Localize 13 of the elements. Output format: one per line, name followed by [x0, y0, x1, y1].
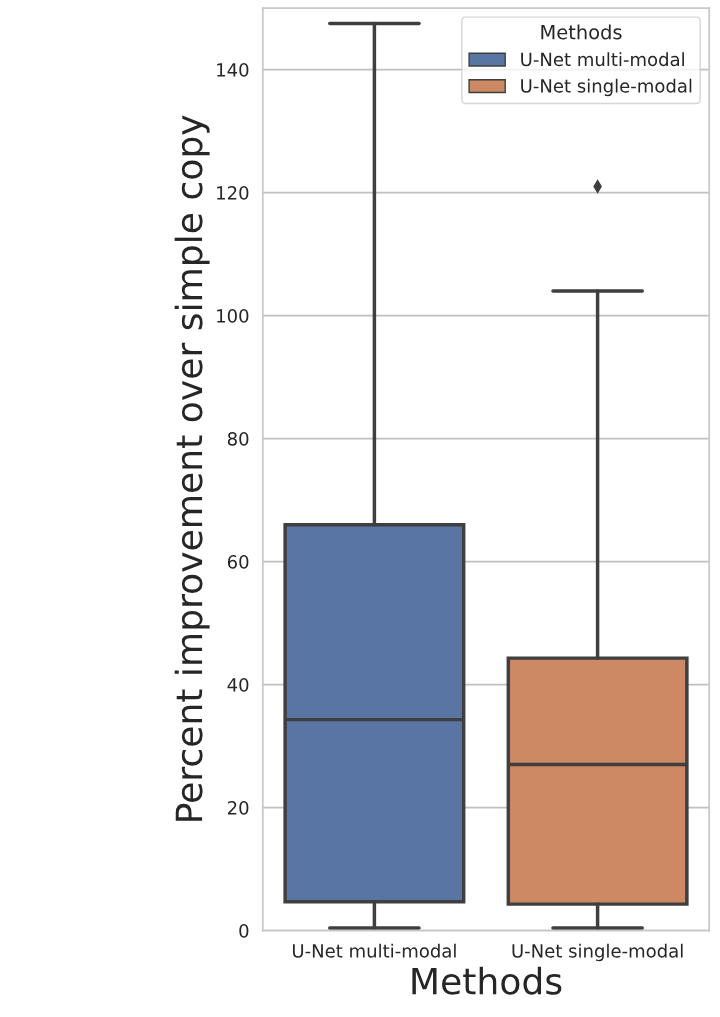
- y-tick-label: 140: [217, 63, 249, 77]
- y-tick-label: 120: [217, 186, 249, 200]
- y-tick-label: 60: [227, 555, 249, 569]
- y-axis-title: Percent improvement over simple copy: [174, 115, 210, 821]
- legend-label: U-Net single-modal: [521, 78, 692, 97]
- legend-title: Methods: [541, 24, 622, 40]
- x-axis-title: Methods: [412, 966, 562, 995]
- y-tick-label: 80: [227, 432, 249, 446]
- y-tick-label: 0: [239, 924, 249, 938]
- legend-label: U-Net multi-modal: [521, 52, 684, 67]
- y-tick-label: 20: [227, 801, 249, 815]
- y-tick-label: 40: [227, 678, 249, 692]
- y-tick-label: 100: [217, 309, 249, 323]
